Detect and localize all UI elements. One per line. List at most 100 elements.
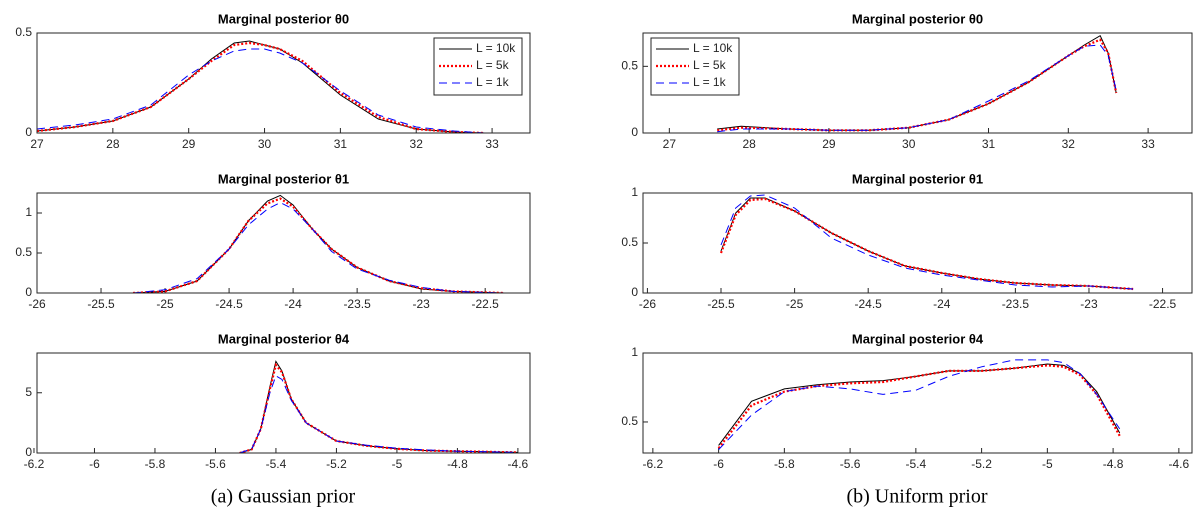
x-tick-label: -25 [786,297,804,311]
x-tick-label: 33 [485,137,499,151]
x-tick-label: -4.8 [1103,457,1124,471]
x-tick-label: -23.5 [1002,297,1030,311]
legend-label: L = 10k [476,41,516,55]
y-tick-label: 0 [631,125,638,139]
series-line [239,375,518,453]
x-tick-label: -5.6 [205,457,226,471]
y-tick-label: 0 [25,285,32,299]
axes-box [36,192,531,294]
legend-label: L = 10k [693,41,733,55]
plot-area [643,193,1192,293]
y-tick-label: 0 [25,125,32,139]
y-tick-label: 0.5 [15,245,32,259]
x-tick-label: 29 [822,137,836,151]
x-tick-label: -5 [1042,457,1053,471]
x-tick-label: -4.8 [447,457,468,471]
x-tick-label: -5.4 [266,457,287,471]
series-group [717,359,1121,450]
x-tick-label: 28 [106,137,120,151]
x-tick-label: -24 [933,297,951,311]
legend-label: L = 5k [476,58,510,72]
x-tick-label: -6 [89,457,100,471]
x-tick-label: -25 [156,297,174,311]
x-tick-label: 32 [410,137,424,151]
series-line [132,202,505,293]
x-tick-label: -24.5 [855,297,883,311]
x-tick-label: -23.5 [343,297,371,311]
y-tick-label: 0 [25,445,32,459]
x-tick-label: -4.6 [1169,457,1190,471]
series-line [717,44,1117,133]
series-line [37,48,485,133]
x-tick-label: -6 [713,457,724,471]
y-tick-label: 0.5 [621,235,638,249]
x-tick-label: 31 [334,137,348,151]
chart-title: Marginal posterior θ4 [218,331,350,346]
x-tick-label: -26 [28,297,46,311]
x-tick-label: 33 [1141,137,1155,151]
y-tick-label: 0.5 [621,414,638,428]
x-tick-label: 31 [982,137,996,151]
axes-box [642,32,1193,134]
x-tick-label: -6.2 [643,457,664,471]
x-tick-label: -5.4 [906,457,927,471]
y-tick-label: 0 [631,285,638,299]
x-tick-label: -4.6 [508,457,529,471]
chart-title: Marginal posterior θ1 [218,171,349,186]
x-tick-label: -5.8 [145,457,166,471]
x-tick-label: 28 [742,137,756,151]
x-tick-label: -26 [639,297,657,311]
series-line [717,364,1121,449]
x-tick-label: 27 [30,137,44,151]
series-line [720,194,1134,290]
y-tick-label: 1 [25,205,32,219]
x-tick-label: -5.2 [971,457,992,471]
x-tick-label: -5 [392,457,403,471]
series-line [37,41,485,133]
series-line [718,363,1121,446]
plot-area [37,353,530,453]
series-group [37,40,485,133]
y-tick-label: 5 [25,385,32,399]
x-tick-label: -5.6 [840,457,861,471]
legend-label: L = 1k [693,75,727,89]
x-tick-label: -6.2 [24,457,45,471]
x-tick-label: -23 [412,297,430,311]
axes-box [36,32,531,134]
series-group [717,34,1118,133]
x-tick-label: -5.2 [326,457,347,471]
x-tick-label: -22.5 [1149,297,1177,311]
x-tick-label: -24 [284,297,302,311]
x-tick-label: -25.5 [707,297,735,311]
axes-box [642,352,1193,454]
plot-area [37,193,530,293]
caption: (a) Gaussian prior [211,486,356,508]
x-tick-label: 30 [902,137,916,151]
series-line [132,197,505,293]
x-tick-label: -23 [1080,297,1098,311]
x-tick-label: -25.5 [87,297,115,311]
series-line [717,38,1118,132]
chart-title: Marginal posterior θ0 [218,11,349,26]
series-group [132,194,505,293]
x-tick-label: -5.8 [774,457,795,471]
chart-title: Marginal posterior θ0 [852,11,983,26]
caption: (b) Uniform prior [846,486,987,508]
x-tick-label: -22.5 [472,297,500,311]
legend-label: L = 1k [476,75,510,89]
y-tick-label: 0.5 [15,25,32,39]
axes-box [36,352,531,454]
legend-label: L = 5k [693,58,727,72]
x-tick-label: -24.5 [215,297,243,311]
y-tick-label: 1 [631,345,638,359]
y-tick-label: 1 [631,185,638,199]
chart-title: Marginal posterior θ4 [852,331,984,346]
y-tick-label: 0.5 [621,59,638,73]
chart-title: Marginal posterior θ1 [852,171,983,186]
x-tick-label: 30 [258,137,272,151]
x-tick-label: 32 [1062,137,1076,151]
x-tick-label: 29 [182,137,196,151]
axes-box [642,192,1193,294]
series-group [719,194,1134,291]
